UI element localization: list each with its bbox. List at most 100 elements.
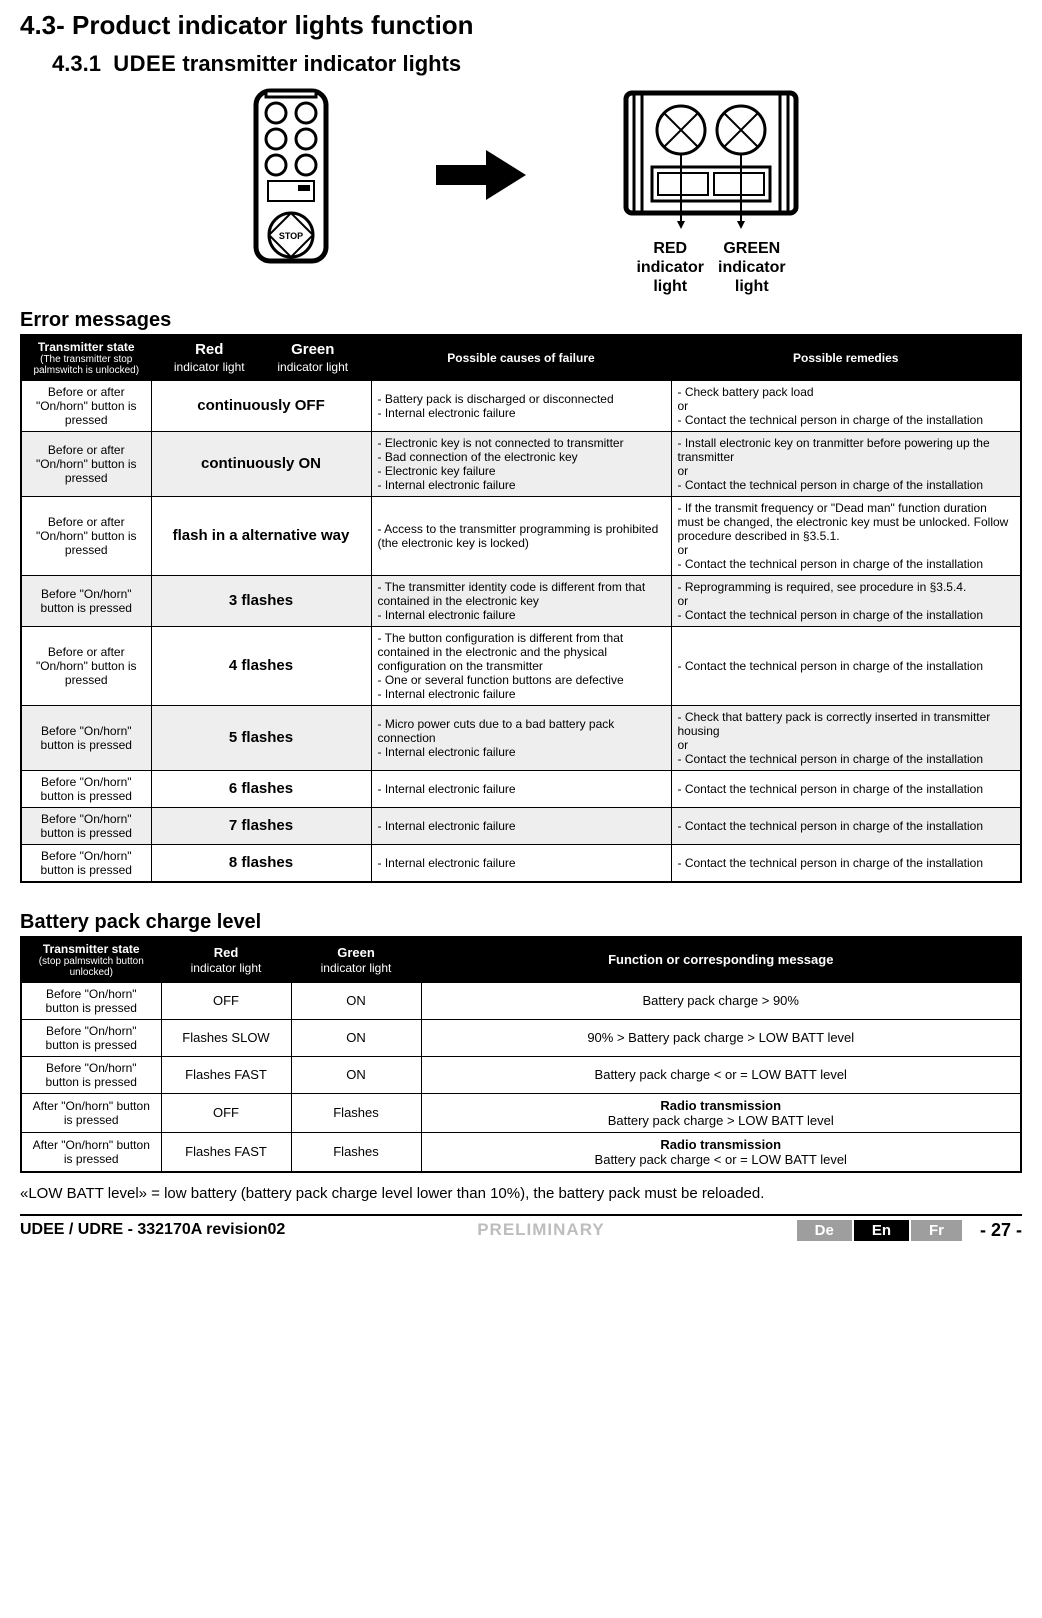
cell-msg: Radio transmissionBattery pack charge > … (421, 1093, 1021, 1132)
footer-page: - 27 - (980, 1220, 1022, 1241)
cell-remedy: - Reprogramming is required, see procedu… (671, 575, 1021, 626)
receiver-diagram: REDindicatorlight GREENindicatorlight (606, 85, 816, 297)
badge-fr: Fr (911, 1220, 962, 1241)
cell-remedy: - Contact the technical person in charge… (671, 626, 1021, 705)
cell-indicator: flash in a alternative way (151, 496, 371, 575)
cell-state: Before or after "On/horn" button is pres… (21, 626, 151, 705)
th2-state-sub: (stop palmswitch button unlocked) (28, 956, 155, 978)
table-row: Before or after "On/horn" button is pres… (21, 496, 1021, 575)
cell-state: After "On/horn" button is pressed (21, 1132, 161, 1172)
th2-red-main: Red (214, 945, 239, 960)
badge-de: De (797, 1220, 852, 1241)
cell-remedy: - Install electronic key on tranmitter b… (671, 431, 1021, 496)
cell-state: Before or after "On/horn" button is pres… (21, 380, 151, 431)
footer-rule (20, 1214, 1022, 1216)
cell-green: ON (291, 1019, 421, 1056)
th-state: Transmitter state (The transmitter stop … (21, 335, 151, 381)
cell-cause: - Battery pack is discharged or disconne… (371, 380, 671, 431)
cell-red: OFF (161, 1093, 291, 1132)
th2-green-sub: indicator light (321, 961, 392, 975)
subsection-text: transmitter indicator lights (176, 51, 461, 76)
errors-heading: Error messages (20, 309, 1022, 332)
cell-state: Before "On/horn" button is pressed (21, 1019, 161, 1056)
cell-msg: Battery pack charge < or = LOW BATT leve… (421, 1056, 1021, 1093)
cell-cause: - Electronic key is not connected to tra… (371, 431, 671, 496)
cell-red: OFF (161, 982, 291, 1019)
table-row: Before "On/horn" button is pressed8 flas… (21, 844, 1021, 882)
th2-red: Red indicator light (161, 937, 291, 983)
cell-remedy: - Contact the technical person in charge… (671, 770, 1021, 807)
table-row: Before "On/horn" button is pressedOFFONB… (21, 982, 1021, 1019)
cell-remedy: - If the transmit frequency or "Dead man… (671, 496, 1021, 575)
footer-left: UDEE / UDRE - 332170A revision02 (20, 1221, 285, 1239)
cell-red: Flashes SLOW (161, 1019, 291, 1056)
cell-red: Flashes FAST (161, 1056, 291, 1093)
table-row: Before "On/horn" button is pressedFlashe… (21, 1019, 1021, 1056)
th2-msg: Function or corresponding message (421, 937, 1021, 983)
errors-table: Transmitter state (The transmitter stop … (20, 334, 1022, 883)
cell-msg: Battery pack charge > 90% (421, 982, 1021, 1019)
cell-state: Before or after "On/horn" button is pres… (21, 431, 151, 496)
footer-preliminary: PRELIMINARY (285, 1220, 796, 1240)
cell-indicator: 7 flashes (151, 807, 371, 844)
th-state-sub: (The transmitter stop palmswitch is unlo… (28, 354, 145, 376)
th2-red-sub: indicator light (191, 961, 262, 975)
transmitter-icon: STOP (226, 85, 356, 275)
cell-cause: - The button configuration is different … (371, 626, 671, 705)
th-indicators: Redindicator light Greenindicator light (151, 335, 371, 381)
table-row: Before "On/horn" button is pressedFlashe… (21, 1056, 1021, 1093)
lowbatt-note: «LOW BATT level» = low battery (battery … (20, 1185, 1022, 1202)
th2-state: Transmitter state (stop palmswitch butto… (21, 937, 161, 983)
table-row: Before "On/horn" button is pressed3 flas… (21, 575, 1021, 626)
th2-green: Green indicator light (291, 937, 421, 983)
cell-state: Before "On/horn" button is pressed (21, 807, 151, 844)
badge-en: En (854, 1220, 909, 1241)
cell-state: Before "On/horn" button is pressed (21, 705, 151, 770)
arrow-icon (436, 85, 526, 265)
table-row: Before "On/horn" button is pressed6 flas… (21, 770, 1021, 807)
cell-state: After "On/horn" button is pressed (21, 1093, 161, 1132)
cell-remedy: - Contact the technical person in charge… (671, 844, 1021, 882)
th2-green-main: Green (337, 945, 375, 960)
diagram-block: STOP REDindicatorli (20, 85, 1022, 297)
cell-state: Before "On/horn" button is pressed (21, 1056, 161, 1093)
cell-remedy: - Check that battery pack is correctly i… (671, 705, 1021, 770)
table-row: Before "On/horn" button is pressed5 flas… (21, 705, 1021, 770)
cell-indicator: 6 flashes (151, 770, 371, 807)
cell-green: ON (291, 1056, 421, 1093)
cell-indicator: 4 flashes (151, 626, 371, 705)
table-row: After "On/horn" button is pressedOFFFlas… (21, 1093, 1021, 1132)
table-row: Before or after "On/horn" button is pres… (21, 626, 1021, 705)
th-cause: Possible causes of failure (371, 335, 671, 381)
subsection-title: 4.3.1 UDEE transmitter indicator lights (52, 51, 1022, 77)
cell-state: Before "On/horn" button is pressed (21, 575, 151, 626)
section-title: 4.3- Product indicator lights function (20, 10, 1022, 41)
brand-name: UDEE (113, 51, 176, 76)
language-badges: De En Fr (797, 1220, 962, 1241)
battery-table: Transmitter state (stop palmswitch butto… (20, 936, 1022, 1173)
cell-state: Before "On/horn" button is pressed (21, 770, 151, 807)
cell-green: Flashes (291, 1132, 421, 1172)
svg-text:STOP: STOP (279, 231, 303, 241)
cell-state: Before "On/horn" button is pressed (21, 844, 151, 882)
cell-green: ON (291, 982, 421, 1019)
table-row: Before "On/horn" button is pressed7 flas… (21, 807, 1021, 844)
receiver-icon (606, 85, 816, 235)
th-state-main: Transmitter state (38, 340, 135, 354)
th-green-sub: indicator light (277, 360, 348, 374)
cell-green: Flashes (291, 1093, 421, 1132)
cell-state: Before or after "On/horn" button is pres… (21, 496, 151, 575)
subsection-number: 4.3.1 (52, 51, 101, 76)
cell-indicator: 8 flashes (151, 844, 371, 882)
cell-remedy: - Contact the technical person in charge… (671, 807, 1021, 844)
transmitter-diagram: STOP (226, 85, 356, 275)
th2-state-main: Transmitter state (43, 942, 140, 956)
table-row: Before or after "On/horn" button is pres… (21, 380, 1021, 431)
cell-cause: - The transmitter identity code is diffe… (371, 575, 671, 626)
cell-red: Flashes FAST (161, 1132, 291, 1172)
th-remedy: Possible remedies (671, 335, 1021, 381)
th-red: Red (195, 341, 223, 358)
cell-indicator: 5 flashes (151, 705, 371, 770)
footer: UDEE / UDRE - 332170A revision02 PRELIMI… (20, 1220, 1022, 1241)
th-red-sub: indicator light (174, 360, 245, 374)
